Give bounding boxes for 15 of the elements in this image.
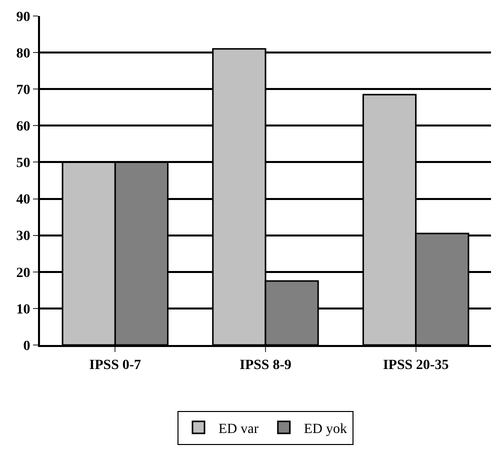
x-tick-label: IPSS 8-9 [240, 358, 292, 373]
y-tick-label: 30 [16, 229, 30, 244]
y-tick-label: 80 [16, 46, 30, 62]
y-tick-label: 90 [16, 10, 30, 25]
x-tick-label: IPSS 20-35 [382, 358, 449, 373]
y-tick-label: 10 [16, 302, 30, 318]
y-tick-label: 60 [16, 120, 30, 135]
legend-label: ED yok [304, 422, 348, 437]
y-tick-label: 20 [16, 266, 30, 281]
y-tick-label: 0 [23, 338, 30, 354]
legend-label: ED var [218, 422, 259, 437]
x-tick-label: IPSS 0-7 [89, 358, 142, 373]
y-tick-label: 50 [16, 156, 30, 172]
y-tick-label: 70 [16, 83, 30, 98]
y-tick-label: 40 [16, 192, 30, 208]
